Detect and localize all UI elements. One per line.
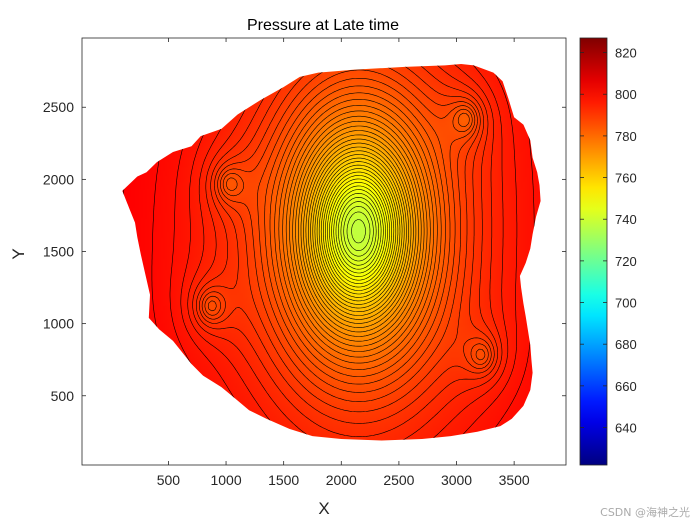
contour-line <box>278 99 438 364</box>
y-axis: 500 1000 1500 2000 2500 <box>43 99 566 404</box>
colorbar-tick-label: 700 <box>615 296 637 311</box>
x-axis: 500 1000 1500 2000 2500 3000 3500 <box>157 38 530 488</box>
contour-line <box>327 178 390 284</box>
y-tick-label: 1500 <box>43 244 74 260</box>
contour-line <box>274 92 442 370</box>
contour-line <box>329 182 388 281</box>
contour-line <box>298 130 419 333</box>
colorbar-tick-label: 740 <box>615 212 637 227</box>
contour-line <box>295 125 422 337</box>
watermark: CSDN @海神之光 <box>600 506 690 519</box>
y-tick-label: 500 <box>51 388 75 404</box>
contour-line <box>338 197 379 266</box>
contour-line <box>331 185 386 277</box>
contour-line <box>300 134 417 328</box>
colorbar-tick-label: 820 <box>615 46 637 61</box>
contour-line <box>320 168 397 295</box>
colorbar-tick-label: 780 <box>615 129 637 144</box>
contour-line <box>289 115 428 347</box>
x-tick-label: 3000 <box>441 472 472 488</box>
contour-line <box>204 64 489 402</box>
contour-line <box>207 69 486 393</box>
contour-line <box>351 219 366 244</box>
contour-line <box>312 154 405 309</box>
colorbar-tick-label: 760 <box>615 171 637 186</box>
contour-line <box>314 157 403 305</box>
contour-line <box>282 105 434 358</box>
colorbar-tick-label: 800 <box>615 87 637 102</box>
x-tick-label: 500 <box>157 472 181 488</box>
colorbar <box>579 37 608 466</box>
colorbar-tick-label: 680 <box>615 337 637 352</box>
colorbar-ticks: 640 660 680 700 720 740 760 780 800 820 <box>580 46 637 436</box>
contour-line <box>316 161 401 302</box>
x-tick-label: 3500 <box>499 472 530 488</box>
x-tick-label: 1500 <box>268 472 299 488</box>
contour-line <box>318 164 399 298</box>
contour-line <box>226 78 473 385</box>
contour-line <box>305 142 412 320</box>
colorbar-tick-label: 660 <box>615 379 637 394</box>
x-tick-label: 2500 <box>383 472 414 488</box>
contour-line <box>292 120 425 342</box>
y-tick-label: 2500 <box>43 99 74 115</box>
y-tick-label: 1000 <box>43 316 74 332</box>
chart-title: Pressure at Late time <box>247 17 399 34</box>
colorbar-tick-label: 640 <box>615 421 637 436</box>
contour-line <box>285 110 431 352</box>
y-axis-label: Y <box>9 248 28 259</box>
contour-line <box>310 150 407 312</box>
colorbar-tick-label: 720 <box>615 254 637 269</box>
contour-line <box>269 85 470 377</box>
contour-line <box>340 201 377 262</box>
contour-line <box>323 171 395 291</box>
contour-line <box>343 206 374 257</box>
contour-line <box>201 64 492 413</box>
contour-line <box>335 193 382 270</box>
x-tick-label: 1000 <box>210 472 241 488</box>
contour-line <box>325 175 392 288</box>
contour-line <box>199 64 495 424</box>
contour-line <box>303 138 414 324</box>
contour-line <box>346 211 371 251</box>
y-tick-label: 2000 <box>43 171 74 187</box>
contour-line <box>333 189 384 274</box>
contour-line <box>308 146 409 316</box>
x-axis-label: X <box>318 499 329 518</box>
x-tick-label: 2000 <box>326 472 357 488</box>
